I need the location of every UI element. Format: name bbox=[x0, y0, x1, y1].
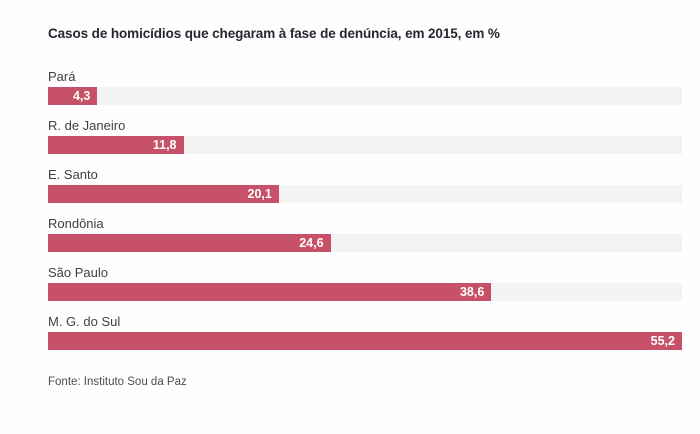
category-label: Pará bbox=[48, 69, 76, 84]
value-label: 38,6 bbox=[459, 285, 485, 299]
source-note: Fonte: Instituto Sou da Paz bbox=[48, 376, 187, 388]
category-label: Rondônia bbox=[48, 216, 104, 231]
bar: 11,8 bbox=[48, 136, 184, 154]
bar-track: 38,6 bbox=[48, 283, 682, 301]
bar-track: 20,1 bbox=[48, 185, 682, 203]
bar-row: R. de Janeiro 11,8 bbox=[48, 118, 682, 154]
bar-track: 11,8 bbox=[48, 136, 682, 154]
value-label: 20,1 bbox=[247, 187, 272, 201]
chart-card: Casos de homicídios que chegaram à fase … bbox=[48, 26, 682, 388]
category-label: São Paulo bbox=[48, 265, 108, 280]
bar: 55,2 bbox=[48, 332, 682, 350]
category-label: R. de Janeiro bbox=[48, 118, 126, 133]
chart-title: Casos de homicídios que chegaram à fase … bbox=[48, 26, 500, 41]
category-label: E. Santo bbox=[48, 167, 98, 182]
bar-row: M. G. do Sul 55,2 bbox=[48, 314, 682, 350]
bar-track: 24,6 bbox=[48, 234, 682, 252]
bar: 4,3 bbox=[48, 87, 98, 105]
bar: 24,6 bbox=[48, 234, 331, 252]
bar-track: 4,3 bbox=[48, 87, 682, 105]
bar: 20,1 bbox=[48, 185, 279, 203]
category-label: M. G. do Sul bbox=[48, 314, 121, 329]
value-label: 4,3 bbox=[72, 89, 91, 103]
bar-row: E. Santo 20,1 bbox=[48, 167, 682, 203]
bar-row: São Paulo 38,6 bbox=[48, 265, 682, 301]
bar: 38,6 bbox=[48, 283, 492, 301]
bar-chart: Pará 4,3 R. de Janeiro 11,8 E. Santo 20,… bbox=[48, 69, 682, 350]
value-label: 11,8 bbox=[152, 138, 177, 152]
value-label: 55,2 bbox=[650, 334, 675, 348]
value-label: 24,6 bbox=[299, 236, 324, 250]
bar-row: Pará 4,3 bbox=[48, 69, 682, 105]
bar-row: Rondônia 24,6 bbox=[48, 216, 682, 252]
bar-track: 55,2 bbox=[48, 332, 682, 350]
